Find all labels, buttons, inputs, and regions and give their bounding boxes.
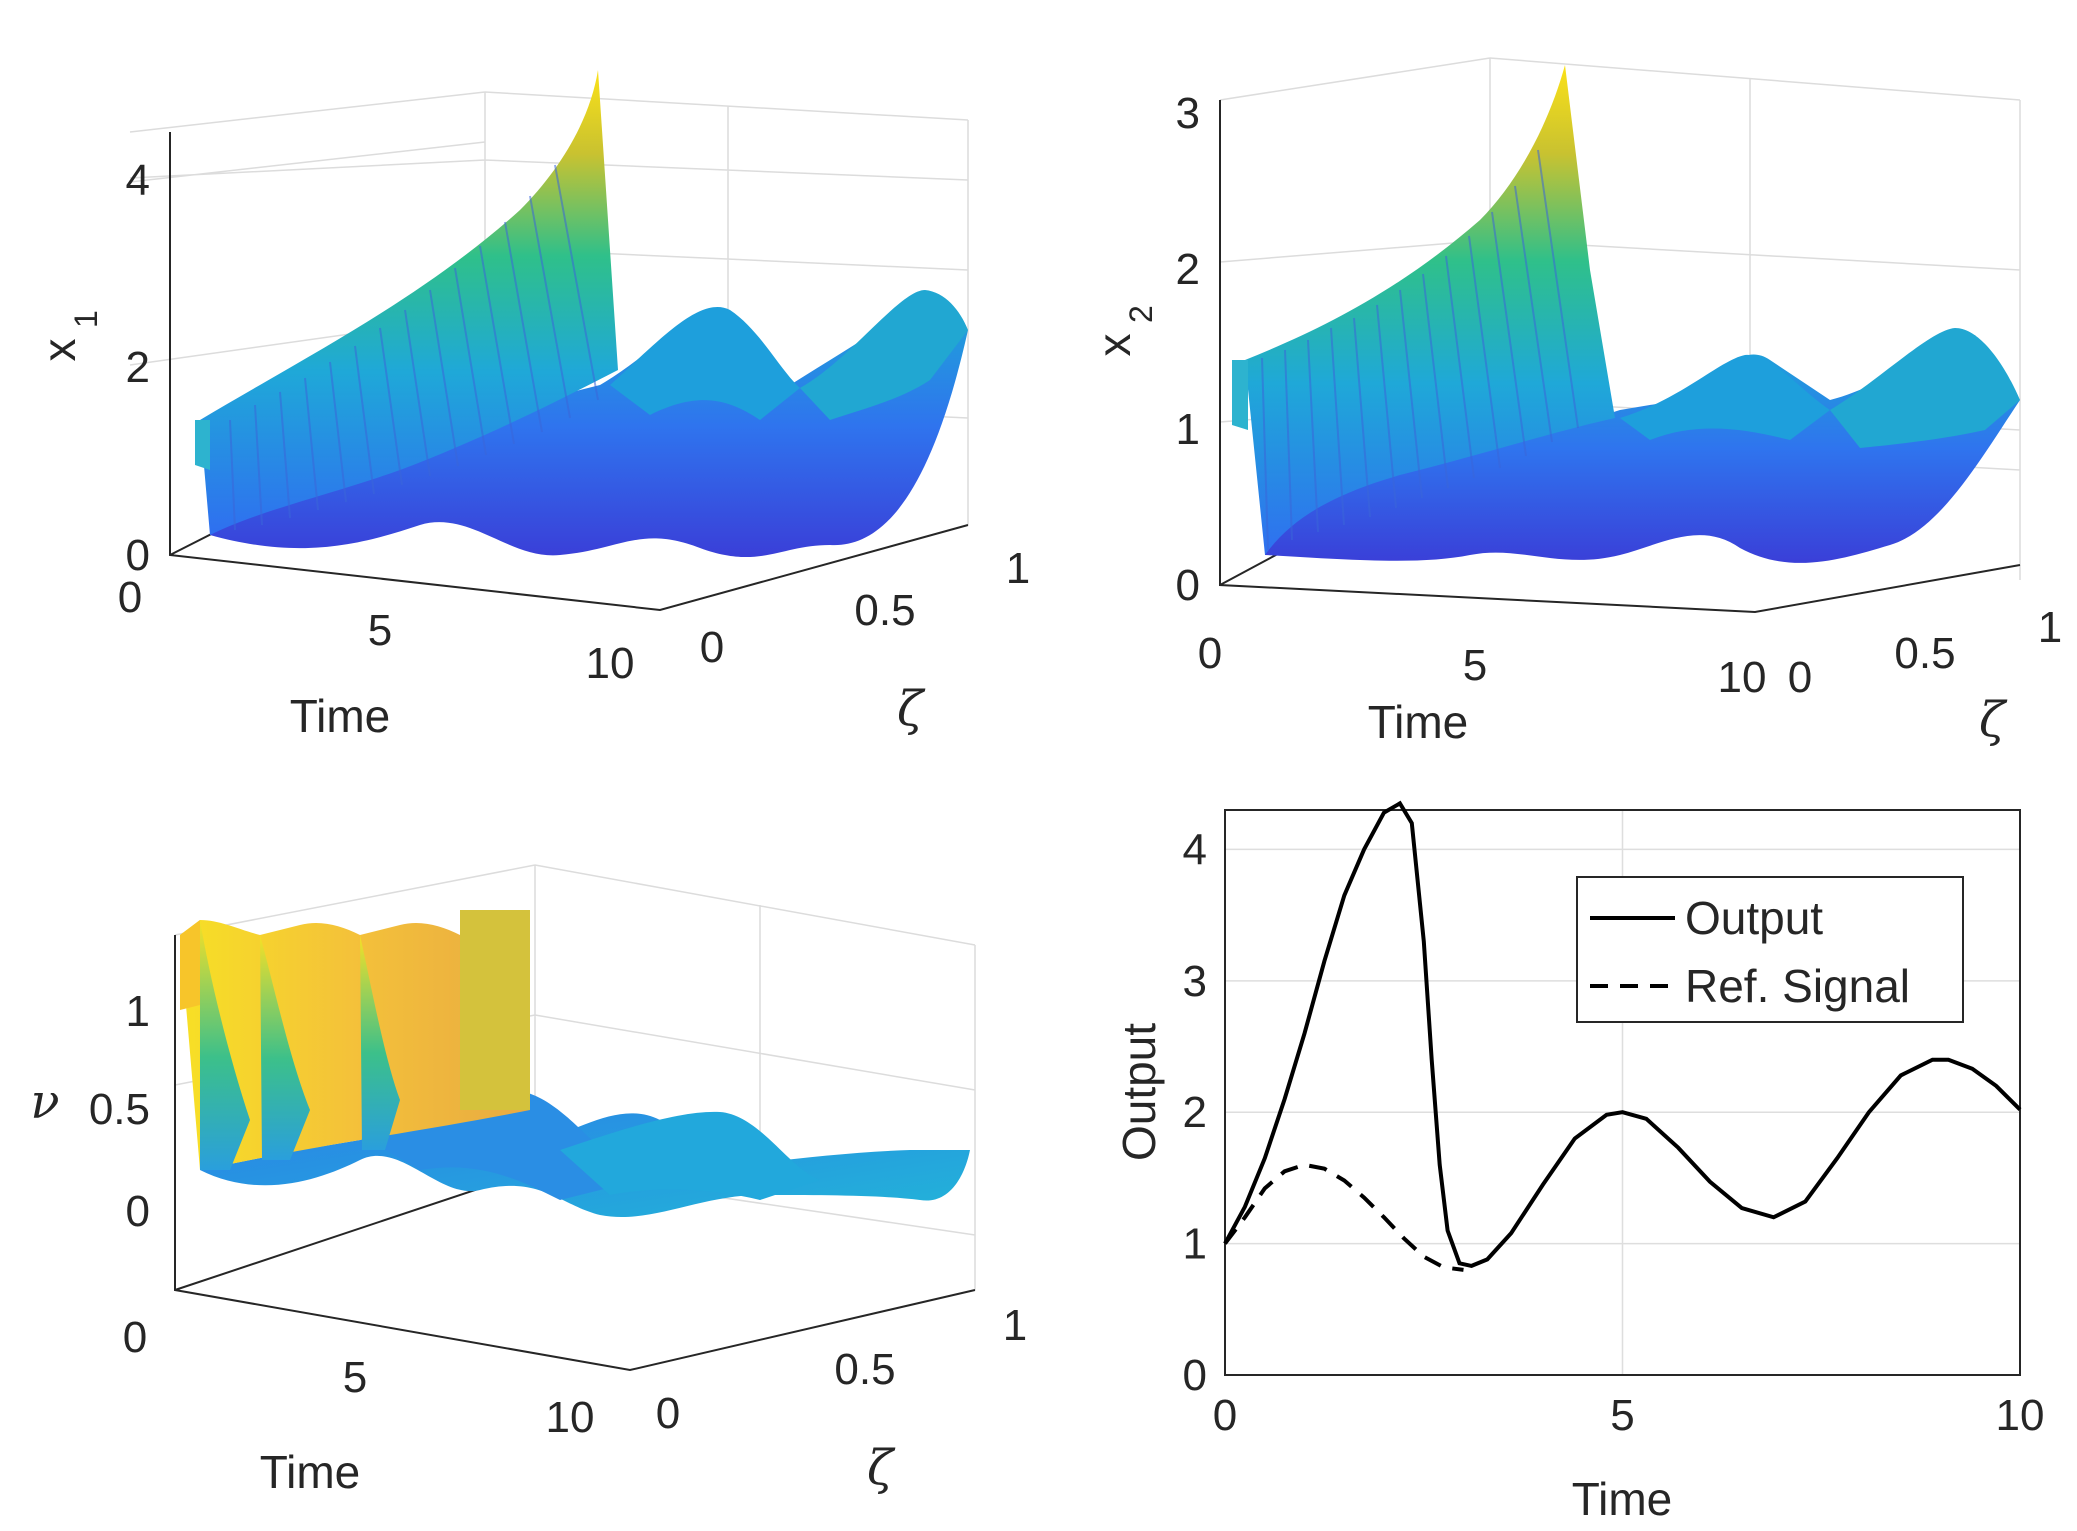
x1-peak-wall: [200, 70, 618, 535]
nu-ytick-0: 0: [656, 1389, 680, 1438]
x2-wave-2: [1830, 328, 2020, 448]
x2-zlabel: x: [1088, 334, 1140, 357]
nu-zlabel: ν: [30, 1074, 59, 1130]
x1-ytick-0: 0: [700, 623, 724, 672]
x1-xtick-2: 10: [586, 639, 635, 688]
output-xticks: 0 5 10: [1213, 1391, 2045, 1440]
series-output-line: [1223, 800, 2022, 1268]
output-axes-box: [1224, 809, 2021, 1376]
x1-xtick-0: 0: [118, 573, 142, 622]
panel-nu: 1 0.5 0 0 5 10 0 0.5 1 Time ζ ν: [30, 864, 1027, 1498]
x2-surface-base: [1265, 335, 2020, 563]
x2-ytick-2: 1: [2038, 603, 2062, 652]
x2-xlabel: Time: [1368, 696, 1469, 748]
panel-x1: 4 2 0 0 5 10 0 0.5 1 Time ζ x 1: [33, 70, 1030, 742]
x1-ylabel: ζ: [897, 681, 926, 737]
output-xlabel: Time: [1572, 1473, 1673, 1525]
output-xtick-1: 5: [1610, 1391, 1634, 1440]
x2-ylabel: ζ: [1979, 692, 2008, 748]
x2-front-face: [1232, 360, 1248, 430]
x2-wave-1: [1620, 354, 1830, 440]
nu-front-face: [180, 920, 200, 1010]
x1-ztick-1: 2: [126, 343, 150, 392]
nu-ytick-1: 0.5: [834, 1345, 895, 1394]
nu-stripe-3: [360, 935, 400, 1150]
x2-xtick-2: 10: [1718, 653, 1767, 702]
x2-ridges: [1261, 149, 1579, 551]
nu-ytick-2: 1: [1003, 1301, 1027, 1350]
output-ytick-0: 0: [1183, 1351, 1207, 1400]
output-legend: Output Ref. Signal: [1576, 876, 1964, 1023]
x2-ztick-3: 3: [1176, 89, 1200, 138]
x1-wave-2: [800, 290, 968, 420]
x2-ztick-2: 2: [1176, 245, 1200, 294]
x1-ztick-2: 4: [126, 156, 150, 205]
x2-xtick-1: 5: [1463, 641, 1487, 690]
x1-zlabel: x: [33, 339, 85, 362]
nu-wall-back: [460, 910, 530, 1110]
nu-xtick-1: 5: [343, 1353, 367, 1402]
output-ytick-3: 3: [1183, 957, 1207, 1006]
nu-xtick-2: 10: [546, 1393, 595, 1442]
series-ref-signal-line: [1223, 1162, 1464, 1272]
x2-xtick-0: 0: [1198, 629, 1222, 678]
output-xtick-2: 10: [1996, 1391, 2045, 1440]
output-ytick-4: 4: [1183, 825, 1207, 874]
panel-x2: 3 2 1 0 0 5 10 0 0.5 1 Time ζ x 2: [1088, 57, 2062, 748]
x1-ztick-0: 0: [126, 531, 150, 580]
nu-stripe-2: [260, 935, 310, 1160]
output-yticks: 0 1 2 3 4: [1183, 825, 1207, 1400]
x1-zlabel-sub: 1: [68, 310, 104, 328]
output-ytick-1: 1: [1183, 1220, 1207, 1269]
x1-front-face: [195, 420, 210, 470]
legend-ref-label: Ref. Signal: [1685, 960, 1910, 1012]
x1-ytick-1: 0.5: [854, 586, 915, 635]
x1-wave-1: [610, 307, 800, 420]
output-ytick-2: 2: [1183, 1088, 1207, 1137]
legend-box: [1576, 876, 1964, 1023]
nu-stripe-1: [200, 920, 250, 1170]
x1-xtick-1: 5: [368, 606, 392, 655]
nu-wave-2: [560, 1111, 820, 1200]
nu-ylabel: ζ: [867, 1440, 896, 1496]
nu-ztick-0: 0: [126, 1187, 150, 1236]
x2-ytick-1: 0.5: [1894, 629, 1955, 678]
x1-surface-base: [210, 295, 968, 558]
nu-ztick-1: 0.5: [89, 1085, 150, 1134]
x2-ztick-1: 1: [1176, 405, 1200, 454]
x1-ridges: [229, 164, 599, 531]
x1-ytick-2: 1: [1006, 544, 1030, 593]
output-ylabel: Output: [1113, 1023, 1165, 1161]
output-xtick-0: 0: [1213, 1391, 1237, 1440]
legend-output-label: Output: [1685, 892, 1823, 944]
nu-xlabel: Time: [260, 1446, 361, 1498]
x2-ztick-0: 0: [1176, 561, 1200, 610]
nu-xtick-0: 0: [123, 1313, 147, 1362]
panel-output: 0 5 10 0 1 2 3 4 Time Output Output Ref. Signa…: [1113, 800, 2045, 1525]
x2-ytick-0: 0: [1788, 653, 1812, 702]
nu-ztick-2: 1: [126, 987, 150, 1036]
x2-zlabel-sub: 2: [1123, 305, 1159, 323]
x1-xlabel: Time: [290, 690, 391, 742]
